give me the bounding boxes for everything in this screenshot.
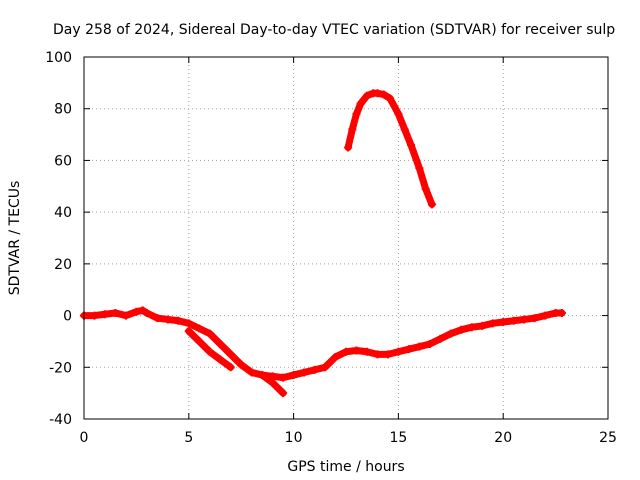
data-point-marker <box>111 308 120 317</box>
data-point-marker <box>406 140 415 149</box>
data-point-marker <box>352 346 361 355</box>
y-tick-label: 80 <box>54 102 72 118</box>
data-point-marker <box>258 371 267 380</box>
data-point-marker <box>342 347 350 356</box>
data-point-marker <box>509 316 518 325</box>
data-point-marker <box>184 319 193 328</box>
data-point-marker <box>488 319 497 328</box>
plot-frame <box>83 56 609 420</box>
series-layer <box>80 89 566 398</box>
x-tick-label: 15 <box>389 430 407 446</box>
data-point-marker <box>216 355 225 364</box>
data-point-marker <box>386 94 395 103</box>
data-point-marker <box>195 337 204 346</box>
y-tick-label: 60 <box>54 153 72 169</box>
data-point-marker <box>400 125 409 134</box>
data-point-marker <box>321 363 330 372</box>
y-tick-label: -20 <box>49 360 72 376</box>
y-tick-labels: -40 -20 0 20 40 60 80 100 <box>45 50 72 428</box>
data-point-marker <box>216 340 225 349</box>
data-point-marker <box>237 360 246 369</box>
data-point-marker <box>132 307 141 316</box>
data-point-marker <box>421 184 430 193</box>
data-point-marker <box>226 363 235 372</box>
y-tick-label: 20 <box>54 257 72 273</box>
data-point-marker <box>331 352 340 361</box>
data-point-marker <box>344 143 353 152</box>
data-point-marker <box>520 315 529 324</box>
data-point-marker <box>163 315 172 324</box>
data-point-marker <box>436 334 445 343</box>
data-point-marker <box>310 365 319 374</box>
data-point-marker <box>362 91 371 100</box>
data-point-marker <box>138 306 147 315</box>
data-point-marker <box>356 99 365 108</box>
y-axis-title: SDTVAR / TECUs <box>7 181 23 296</box>
data-point-marker <box>174 316 183 325</box>
data-point-marker <box>394 109 403 118</box>
data-point-marker <box>100 310 109 319</box>
data-point-marker <box>446 329 455 338</box>
y-tick-label: 0 <box>63 309 72 325</box>
data-point-marker <box>195 324 204 333</box>
data-point-marker <box>289 371 298 380</box>
data-point-marker <box>279 389 288 398</box>
data-point-marker <box>373 89 382 98</box>
data-point-marker <box>247 368 256 377</box>
data-point-marker <box>467 323 476 332</box>
data-point-marker <box>352 109 361 118</box>
data-point-marker <box>415 342 424 351</box>
data-point-marker <box>153 314 162 323</box>
x-tick-label: 25 <box>599 430 617 446</box>
data-point-marker <box>457 325 466 334</box>
data-point-marker <box>279 373 288 382</box>
data-point-marker <box>362 347 371 356</box>
x-tick-label: 10 <box>285 430 303 446</box>
data-point-marker <box>425 340 434 349</box>
data-point-marker <box>373 350 382 359</box>
x-tick-label: 0 <box>80 430 89 446</box>
data-point-marker <box>90 311 99 320</box>
data-point-marker <box>383 350 392 359</box>
y-tick-label: 100 <box>45 50 72 66</box>
data-point-marker <box>427 200 436 209</box>
data-point-marker <box>404 345 413 354</box>
x-axis-title: GPS time / hours <box>287 459 404 475</box>
y-tick-label: -40 <box>49 412 72 428</box>
chart-title: Day 258 of 2024, Sidereal Day-to-day VTE… <box>53 22 615 38</box>
data-point-marker <box>226 350 235 359</box>
data-point-marker <box>348 125 357 134</box>
data-point-marker <box>379 90 388 99</box>
data-point-marker <box>184 327 193 336</box>
data-point-marker <box>541 311 550 320</box>
data-point-marker <box>268 378 277 387</box>
x-tick-labels: 0 5 10 15 20 25 <box>80 430 617 446</box>
data-point-marker <box>205 347 214 356</box>
x-tick-label: 20 <box>494 430 512 446</box>
data-point-marker <box>478 321 487 330</box>
data-point-marker <box>300 368 309 377</box>
data-point-marker <box>415 164 424 173</box>
data-point-marker <box>499 318 508 327</box>
data-point-marker <box>121 311 130 320</box>
data-point-marker <box>142 308 151 317</box>
x-tick-label: 5 <box>184 430 193 446</box>
data-point-marker <box>530 314 539 323</box>
data-point-marker <box>394 347 403 356</box>
data-point-marker <box>205 329 214 338</box>
data-point-marker <box>557 308 566 317</box>
grid-layer <box>84 57 608 419</box>
y-tick-label: 40 <box>54 205 72 221</box>
